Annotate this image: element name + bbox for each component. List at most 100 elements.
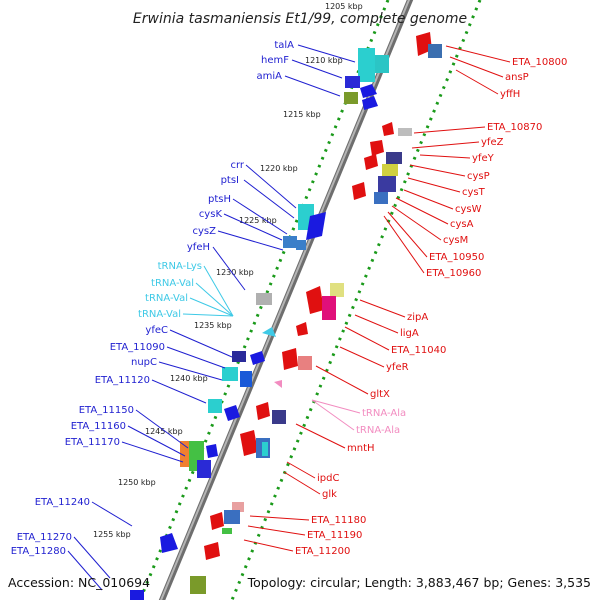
gene-label-ETA_11040: ETA_11040 <box>391 345 446 356</box>
gene-label-trna-val: tRNA-Val <box>138 309 181 320</box>
gene-arrow <box>306 212 326 240</box>
gene-arrow <box>306 286 324 314</box>
map-title: Erwinia tasmaniensis Et1/99, complete ge… <box>133 11 467 27</box>
kbp-label: 1220 kbp <box>260 164 298 173</box>
gene-feature <box>374 192 388 204</box>
gene-label-amiA: amiA <box>257 71 283 82</box>
left-strand-genes <box>130 48 389 600</box>
gene-feature <box>232 351 246 362</box>
kbp-label: 1235 kbp <box>194 321 232 330</box>
gene-arrow <box>360 84 377 98</box>
gene-feature <box>345 76 360 88</box>
gene-label-zipA: zipA <box>407 312 428 323</box>
gene-label-trna-ala: tRNA-Ala <box>356 425 400 436</box>
gene-label-glk: glk <box>322 489 337 500</box>
kbp-label: 1205 kbp <box>325 2 363 11</box>
gene-arrow <box>274 380 282 388</box>
gene-arrow <box>352 182 366 200</box>
gene-arrow <box>210 512 224 530</box>
gene-label-ETA_11240: ETA_11240 <box>35 497 90 508</box>
gene-feature <box>232 502 244 512</box>
gene-label-ETA_10960: ETA_10960 <box>426 268 481 279</box>
gene-label-nupC: nupC <box>131 357 157 368</box>
gene-label-crr: crr <box>230 160 244 171</box>
kbp-label: 1215 kbp <box>283 110 321 119</box>
gene-label-trna-val: tRNA-Val <box>151 278 194 289</box>
gene-arrow <box>370 140 384 156</box>
gene-label-trna-ala: tRNA-Ala <box>362 408 406 419</box>
gene-label-ETA_11170: ETA_11170 <box>65 437 120 448</box>
gene-feature <box>358 48 375 82</box>
gene-label-ptsI: ptsI <box>221 175 239 186</box>
gene-label-ETA_10870: ETA_10870 <box>487 122 542 133</box>
gene-feature <box>180 441 189 467</box>
gene-label-ETA_11090: ETA_11090 <box>110 342 165 353</box>
gene-feature <box>298 356 312 370</box>
gene-label-yfeH: yfeH <box>187 242 210 253</box>
gene-label-cysZ: cysZ <box>193 226 217 237</box>
gene-feature <box>256 293 272 305</box>
gene-feature <box>197 460 211 478</box>
gene-feature <box>240 371 252 387</box>
right-strand-genes <box>190 32 442 594</box>
kbp-label: 1250 kbp <box>118 478 156 487</box>
gene-feature <box>428 44 442 58</box>
gene-feature <box>224 510 240 524</box>
gene-label-mntH: mntH <box>347 443 375 454</box>
gene-feature <box>330 283 344 297</box>
accession-label: Accession: NC_010694 <box>8 575 150 590</box>
left-gene-labels: talA hemF amiA crr ptsI ptsH cysK cysZ y… <box>11 40 294 557</box>
gene-arrow <box>364 154 378 170</box>
gene-feature <box>283 236 297 248</box>
gene-arrow <box>204 542 220 560</box>
kbp-label: 1210 kbp <box>305 56 343 65</box>
gene-arrow <box>206 444 218 458</box>
trna-right-connectors <box>311 399 361 431</box>
gene-label-yfeR: yfeR <box>386 362 409 373</box>
gene-label-cysA: cysA <box>450 219 474 230</box>
gene-feature <box>296 240 306 250</box>
gene-label-ETA_11160: ETA_11160 <box>71 421 126 432</box>
gene-arrow <box>256 402 270 420</box>
gene-label-yfeY: yfeY <box>472 153 495 164</box>
gene-label-gltX: gltX <box>370 389 390 400</box>
kbp-label: 1255 kbp <box>93 530 131 539</box>
gene-label-ETA_10950: ETA_10950 <box>429 252 484 263</box>
gene-arrow <box>262 327 276 337</box>
kbp-scale: 1205 kbp 1210 kbp 1215 kbp 1220 kbp 1225… <box>93 2 363 539</box>
kbp-label: 1245 kbp <box>145 427 183 436</box>
gene-feature <box>222 367 238 381</box>
trna-left-connectors <box>182 265 234 317</box>
gene-label-ETA_11120: ETA_11120 <box>95 375 150 386</box>
kbp-label: 1230 kbp <box>216 268 254 277</box>
gene-label-talA: talA <box>274 40 294 51</box>
gene-label-ptsH: ptsH <box>208 194 231 205</box>
gene-label-ETA_11280: ETA_11280 <box>11 546 66 557</box>
gene-label-cysT: cysT <box>462 187 486 198</box>
gene-feature <box>190 576 206 594</box>
gene-label-ETA_11200: ETA_11200 <box>295 546 350 557</box>
gene-feature <box>322 296 336 320</box>
gene-label-ansP: ansP <box>505 72 529 83</box>
left-connectors <box>67 44 356 591</box>
kbp-label: 1225 kbp <box>239 216 277 225</box>
gene-feature <box>344 92 358 104</box>
gene-arrow <box>282 348 298 370</box>
gene-label-trna-val: tRNA-Val <box>145 293 188 304</box>
gene-feature <box>382 164 398 176</box>
gene-arrow <box>250 351 265 365</box>
gene-feature <box>222 528 232 534</box>
gene-label-cysW: cysW <box>455 204 482 215</box>
gene-label-cysK: cysK <box>199 209 223 220</box>
gene-arrow <box>296 322 308 336</box>
gene-label-ETA_11180: ETA_11180 <box>311 515 366 526</box>
gene-label-ETA_11190: ETA_11190 <box>307 530 362 541</box>
gene-feature <box>272 410 286 424</box>
gene-label-hemF: hemF <box>261 55 289 66</box>
gene-label-yfeZ: yfeZ <box>481 137 504 148</box>
gene-feature <box>262 442 268 456</box>
gene-label-cysM: cysM <box>443 235 468 246</box>
gene-feature <box>130 590 144 600</box>
gene-feature <box>378 176 396 192</box>
